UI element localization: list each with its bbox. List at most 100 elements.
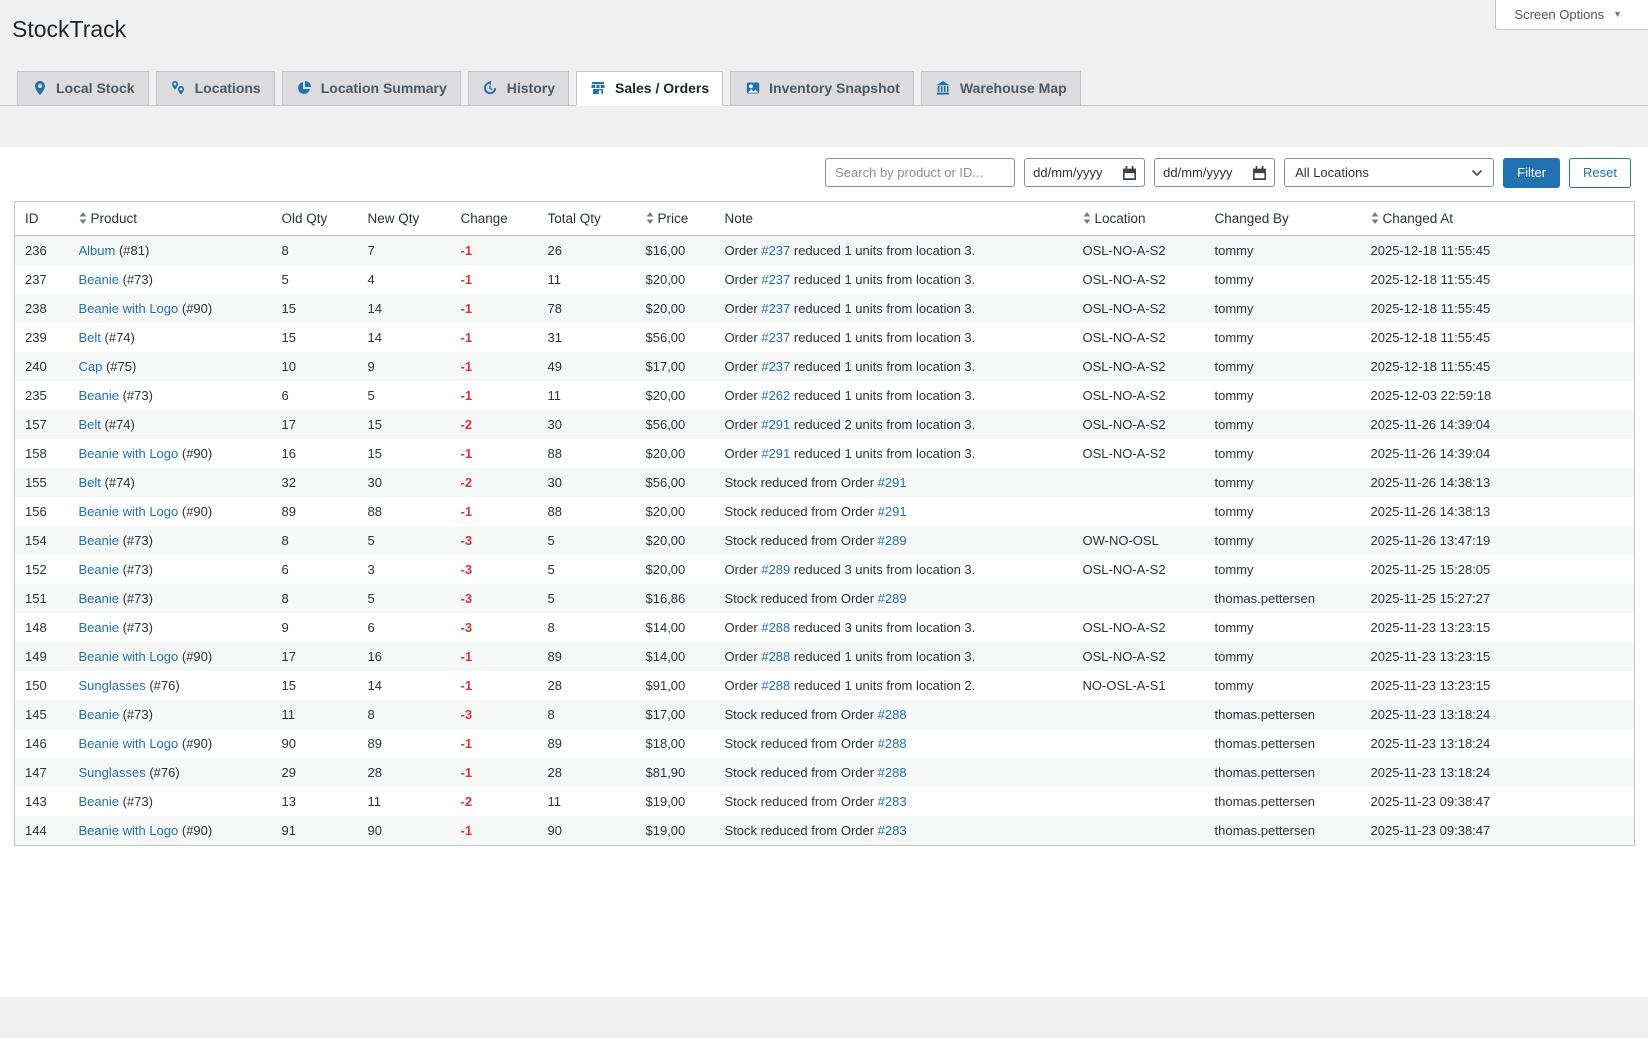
col-label: Change bbox=[460, 210, 508, 226]
location-select[interactable]: All Locations bbox=[1284, 158, 1495, 188]
product-link[interactable]: Beanie bbox=[78, 619, 119, 635]
cell-note: Order #262 reduced 1 units from location… bbox=[724, 387, 976, 403]
order-link[interactable]: #262 bbox=[761, 387, 791, 403]
order-link[interactable]: #237 bbox=[761, 271, 791, 287]
product-link[interactable]: Beanie bbox=[78, 532, 119, 548]
cell-product: Belt (#74) bbox=[78, 329, 135, 345]
product-link[interactable]: Belt bbox=[78, 416, 101, 432]
cell-note: Order #237 reduced 1 units from location… bbox=[714, 235, 1073, 265]
search-input[interactable] bbox=[825, 158, 1016, 188]
order-link[interactable]: #288 bbox=[877, 735, 907, 751]
product-link[interactable]: Beanie bbox=[78, 793, 119, 809]
cell-product: Sunglasses (#76) bbox=[68, 757, 272, 787]
cell-note: Order #237 reduced 1 units from location… bbox=[714, 351, 1073, 381]
cell-changed-at: 2025-11-26 14:38:13 bbox=[1370, 503, 1491, 519]
product-link[interactable]: Belt bbox=[78, 474, 101, 490]
col-header-old_qty: Old Qty bbox=[271, 201, 358, 236]
order-link[interactable]: #288 bbox=[761, 677, 791, 693]
cell-note: Order #288 reduced 1 units from location… bbox=[724, 677, 976, 693]
cell-changed-at: 2025-12-18 11:55:45 bbox=[1370, 329, 1491, 345]
filter-button[interactable]: Filter bbox=[1503, 157, 1561, 188]
order-link[interactable]: #291 bbox=[761, 416, 791, 432]
order-link[interactable]: #288 bbox=[761, 619, 791, 635]
order-link[interactable]: #291 bbox=[761, 445, 791, 461]
cell-total-qty: 11 bbox=[547, 793, 562, 809]
order-link[interactable]: #237 bbox=[761, 329, 791, 345]
order-link[interactable]: #288 bbox=[877, 764, 907, 780]
product-link[interactable]: Sunglasses bbox=[78, 764, 146, 780]
cell-price: $56,00 bbox=[635, 409, 715, 439]
tab-label: Warehouse Map bbox=[959, 80, 1067, 97]
reset-button[interactable]: Reset bbox=[1569, 157, 1631, 188]
tab-locations[interactable]: Locations bbox=[155, 70, 275, 106]
cell-old-qty: 6 bbox=[281, 561, 289, 577]
order-link[interactable]: #283 bbox=[877, 822, 907, 838]
tab-inventory-snapshot[interactable]: Inventory Snapshot bbox=[730, 70, 914, 106]
cell-product: Beanie with Logo (#90) bbox=[78, 503, 213, 519]
order-link[interactable]: #289 bbox=[877, 590, 907, 606]
cell-price: $20,00 bbox=[635, 525, 715, 555]
col-label: Location bbox=[1094, 210, 1146, 226]
order-link[interactable]: #283 bbox=[877, 793, 907, 809]
cell-changed-by: tommy bbox=[1214, 561, 1254, 577]
product-link[interactable]: Beanie bbox=[78, 706, 119, 722]
date-from-input[interactable]: dd/mm/yyyy bbox=[1024, 158, 1146, 188]
col-header-changed_by: Changed By bbox=[1204, 201, 1361, 236]
date-to-input[interactable]: dd/mm/yyyy bbox=[1154, 158, 1276, 188]
order-link[interactable]: #288 bbox=[761, 648, 791, 664]
order-link[interactable]: #288 bbox=[877, 706, 907, 722]
order-link[interactable]: #237 bbox=[761, 358, 791, 374]
tab-location-summary[interactable]: Location Summary bbox=[281, 70, 461, 106]
col-header-product[interactable]: Product bbox=[68, 201, 272, 236]
product-link[interactable]: Sunglasses bbox=[78, 677, 146, 693]
cell-id: 156 bbox=[25, 503, 47, 519]
product-link[interactable]: Beanie with Logo bbox=[78, 503, 179, 519]
product-link[interactable]: Beanie with Logo bbox=[78, 648, 179, 664]
product-link[interactable]: Cap bbox=[78, 358, 103, 374]
product-link[interactable]: Belt bbox=[78, 329, 101, 345]
col-header-new_qty: New Qty bbox=[357, 201, 451, 236]
cell-new-qty: 5 bbox=[367, 387, 375, 403]
cell-changed-at: 2025-12-18 11:55:45 bbox=[1370, 271, 1491, 287]
table-row: 143 Beanie (#73) 13 11 -2 11 $19,00 Stock reduc… bbox=[15, 787, 1635, 816]
product-link[interactable]: Beanie with Logo bbox=[78, 735, 179, 751]
tab-warehouse-map[interactable]: Warehouse Map bbox=[920, 70, 1081, 106]
order-link[interactable]: #291 bbox=[877, 474, 907, 490]
cell-changed-by: tommy bbox=[1214, 677, 1254, 693]
order-link[interactable]: #289 bbox=[761, 561, 791, 577]
cell-note: Order #237 reduced 1 units from location… bbox=[714, 293, 1073, 323]
product-link[interactable]: Beanie with Logo bbox=[78, 822, 179, 838]
product-link[interactable]: Beanie with Logo bbox=[78, 300, 179, 316]
tab-local-stock[interactable]: Local Stock bbox=[17, 70, 149, 106]
product-link[interactable]: Beanie bbox=[78, 561, 119, 577]
table-row: 236 Album (#81) 8 7 -1 26 $16,00 Order #237 red… bbox=[14, 235, 1635, 265]
cell-new-qty: 5 bbox=[357, 525, 451, 555]
cell-changed-by: thomas.pettersen bbox=[1214, 735, 1315, 751]
cell-total-qty: 11 bbox=[547, 387, 562, 403]
cell-change: -1 bbox=[460, 503, 473, 519]
cell-product: Beanie (#73) bbox=[78, 271, 153, 287]
cell-price: $17,00 bbox=[635, 699, 715, 729]
col-header-price[interactable]: Price bbox=[635, 201, 715, 236]
order-link[interactable]: #289 bbox=[877, 532, 907, 548]
order-link[interactable]: #291 bbox=[877, 503, 907, 519]
col-header-location[interactable]: Location bbox=[1072, 201, 1205, 236]
order-link[interactable]: #237 bbox=[761, 242, 791, 258]
tab-sales-orders[interactable]: Sales / Orders bbox=[575, 70, 724, 106]
product-link[interactable]: Beanie bbox=[78, 387, 119, 403]
col-label: Old Qty bbox=[281, 210, 328, 226]
cell-changed-at: 2025-11-26 13:47:19 bbox=[1360, 525, 1635, 555]
cell-old-qty: 16 bbox=[281, 445, 296, 461]
col-header-changed_at[interactable]: Changed At bbox=[1360, 201, 1635, 236]
product-link[interactable]: Beanie bbox=[78, 271, 119, 287]
product-link[interactable]: Beanie with Logo bbox=[78, 445, 179, 461]
screen-options-button[interactable]: Screen Options ▼ bbox=[1495, 0, 1648, 30]
order-link[interactable]: #237 bbox=[761, 300, 791, 316]
cell-note: Stock reduced from Order #288 bbox=[724, 735, 907, 751]
tab-history[interactable]: History bbox=[467, 70, 569, 106]
product-link[interactable]: Album bbox=[78, 242, 116, 258]
cell-price: $14,00 bbox=[635, 641, 715, 671]
cell-id: 235 bbox=[25, 387, 47, 403]
product-link[interactable]: Beanie bbox=[78, 590, 119, 606]
cell-total-qty: 89 bbox=[537, 641, 636, 671]
